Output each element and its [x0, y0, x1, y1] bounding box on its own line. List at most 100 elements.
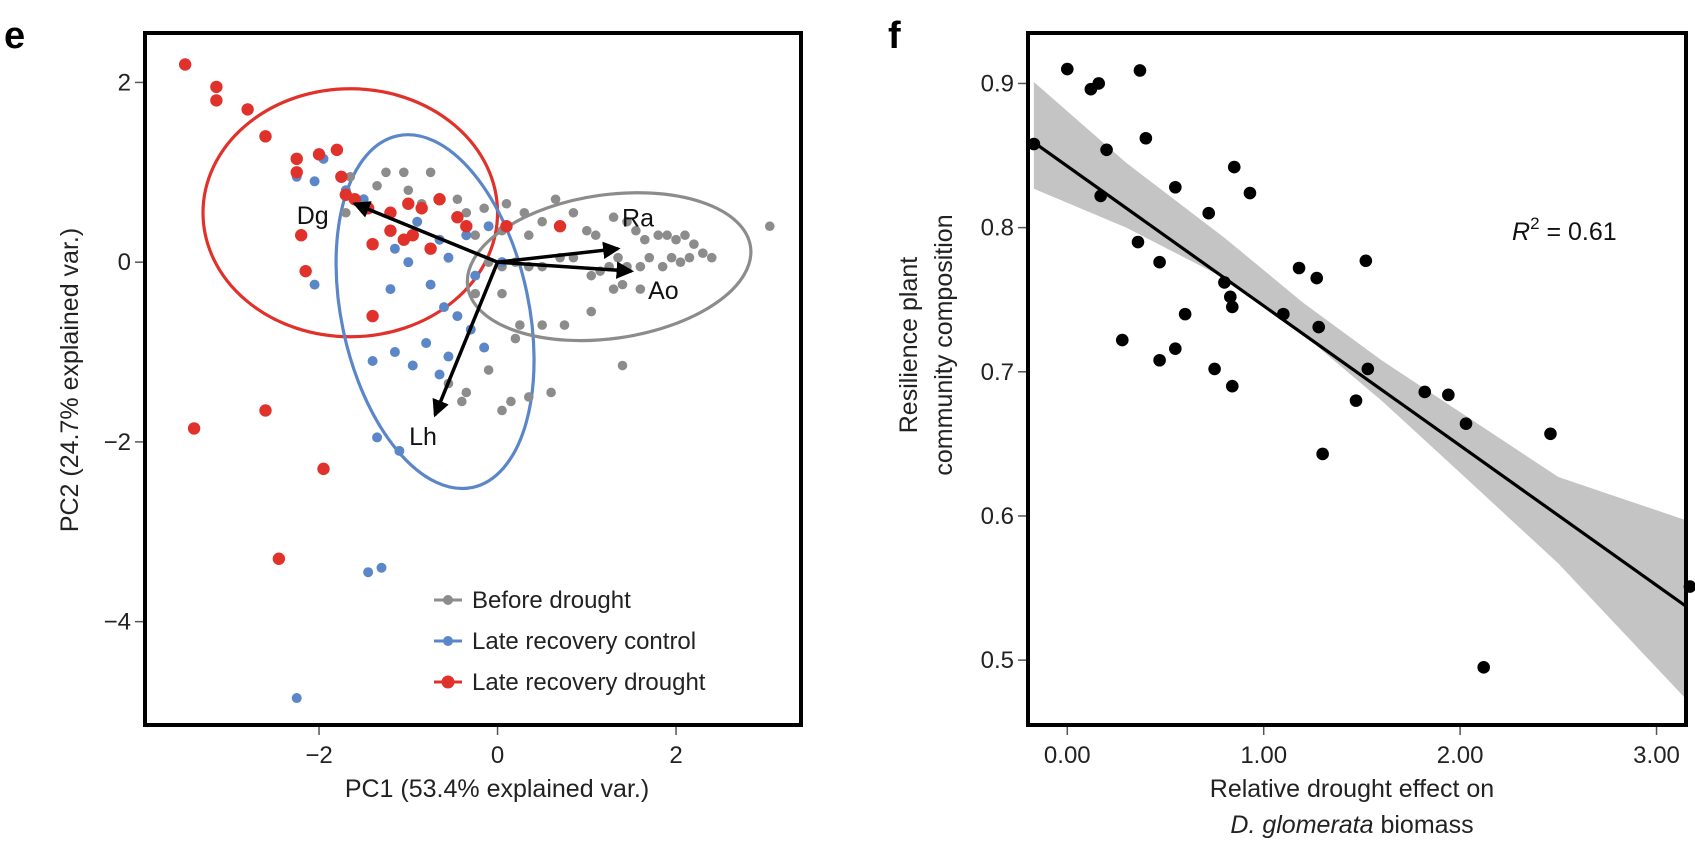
f-point — [1442, 388, 1455, 402]
e-y-tick-label: 2 — [118, 69, 131, 96]
e-legend-swatch-dot-before-drought — [443, 595, 453, 605]
e-point-late-recovery-control — [470, 270, 481, 281]
e-point-before-drought — [523, 230, 534, 241]
f-x-axis-label-line1: Relative drought effect on — [1210, 775, 1494, 803]
e-point-before-drought — [586, 306, 597, 317]
panel-e: e Dg Ra Ao Lh −2 0 2 2 0 −2 −4 PC1 (53.4% explai… — [4, 15, 803, 803]
f-point — [1359, 254, 1373, 268]
e-legend-label-before-drought: Before drought — [472, 587, 631, 614]
e-legend-label-late-recovery-control: Late recovery control — [472, 628, 696, 655]
f-y-tick-label: 0.8 — [981, 215, 1014, 242]
e-point-late-recovery-drought — [500, 220, 513, 233]
e-point-late-recovery-drought — [415, 202, 428, 215]
e-loading-arrow-ra — [497, 241, 621, 264]
e-loading-arrows: Dg Ra Ao Lh — [297, 201, 679, 451]
f-x-tick-label: 0.00 — [1044, 742, 1091, 769]
f-r2-superscript: 2 — [1530, 214, 1539, 233]
e-point-before-drought — [425, 167, 436, 178]
f-regression-line — [1032, 141, 1687, 608]
e-point-before-drought — [399, 167, 409, 178]
e-point-before-drought — [581, 225, 592, 236]
e-point-before-drought — [497, 288, 507, 299]
f-scatter-points — [1027, 62, 1695, 674]
f-point — [1060, 62, 1074, 76]
e-point-late-recovery-drought — [348, 193, 361, 206]
e-point-late-recovery-control — [309, 176, 320, 187]
f-point — [1131, 235, 1145, 249]
e-point-before-drought — [657, 261, 668, 272]
f-x-tick-label: 2.00 — [1437, 742, 1484, 769]
e-point-before-drought — [381, 167, 391, 178]
e-point-before-drought — [613, 252, 623, 263]
f-point — [1084, 82, 1098, 96]
e-point-before-drought — [501, 198, 512, 209]
e-point-before-drought — [675, 257, 686, 267]
e-point-late-recovery-drought — [272, 552, 286, 565]
e-point-before-drought — [680, 230, 690, 241]
e-point-late-recovery-control — [394, 445, 405, 456]
e-ellipse-before-drought — [465, 191, 753, 343]
e-point-late-recovery-drought — [210, 80, 223, 94]
f-point — [1178, 307, 1192, 321]
e-point-before-drought — [457, 396, 467, 407]
e-point-before-drought — [345, 171, 356, 182]
f-point — [1361, 362, 1375, 376]
e-point-before-drought — [644, 252, 655, 263]
e-ellipse-late-recovery-control — [334, 133, 536, 491]
e-loading-arrow-ao — [497, 260, 635, 279]
f-point — [1027, 137, 1041, 151]
e-point-before-drought — [764, 221, 775, 232]
e-point-before-drought — [586, 270, 597, 281]
e-point-late-recovery-drought — [366, 309, 379, 323]
e-plot-frame — [143, 31, 803, 727]
e-point-before-drought — [590, 230, 601, 241]
e-point-late-recovery-drought — [553, 220, 567, 233]
e-point-before-drought — [550, 194, 561, 205]
e-point-before-drought — [559, 320, 570, 330]
f-r2-value: = 0.61 — [1540, 218, 1617, 246]
f-point — [1292, 261, 1306, 275]
e-point-late-recovery-drought — [259, 404, 272, 417]
e-point-late-recovery-control — [461, 230, 472, 241]
e-point-late-recovery-control — [483, 221, 494, 232]
e-point-before-drought — [461, 207, 472, 218]
e-point-late-recovery-drought — [366, 237, 379, 251]
e-point-before-drought — [706, 252, 717, 263]
e-point-before-drought — [666, 252, 677, 263]
f-point — [1418, 385, 1432, 399]
e-point-before-drought — [506, 396, 516, 407]
f-point — [1169, 342, 1182, 356]
e-point-late-recovery-control — [407, 360, 418, 371]
e-point-before-drought — [515, 320, 525, 330]
e-point-late-recovery-drought — [290, 166, 303, 179]
e-point-before-drought — [635, 284, 646, 294]
f-y-axis-ticks: 0.5 0.6 0.7 0.8 0.9 — [981, 70, 1026, 674]
e-point-late-recovery-control — [389, 243, 400, 254]
e-point-late-recovery-drought — [312, 148, 326, 161]
e-point-before-drought — [497, 405, 507, 416]
f-y-tick-label: 0.9 — [981, 70, 1014, 97]
e-point-before-drought — [403, 185, 414, 196]
f-point — [1133, 64, 1147, 77]
e-point-before-drought — [608, 284, 619, 294]
e-point-before-drought — [470, 288, 481, 299]
e-point-before-drought — [698, 248, 708, 258]
e-point-before-drought — [537, 320, 547, 330]
f-point — [1459, 417, 1473, 430]
e-point-before-drought — [546, 387, 556, 398]
e-point-late-recovery-control — [434, 369, 445, 380]
e-point-before-drought — [653, 230, 663, 241]
f-point — [1208, 362, 1221, 376]
f-point — [1153, 255, 1166, 269]
f-y-axis-label-line2: community composition — [930, 214, 958, 475]
e-y-axis-label: PC2 (24.7% explained var.) — [56, 228, 84, 532]
f-y-axis-label-line1: Resilience plant — [895, 257, 923, 434]
e-point-before-drought — [640, 234, 650, 245]
e-loading-label-ra: Ra — [622, 205, 654, 233]
e-point-late-recovery-control — [425, 279, 436, 290]
e-point-late-recovery-control — [452, 311, 463, 322]
f-point — [1544, 427, 1557, 441]
panel-letter-f: f — [888, 15, 901, 57]
f-fit-line — [1032, 141, 1687, 608]
